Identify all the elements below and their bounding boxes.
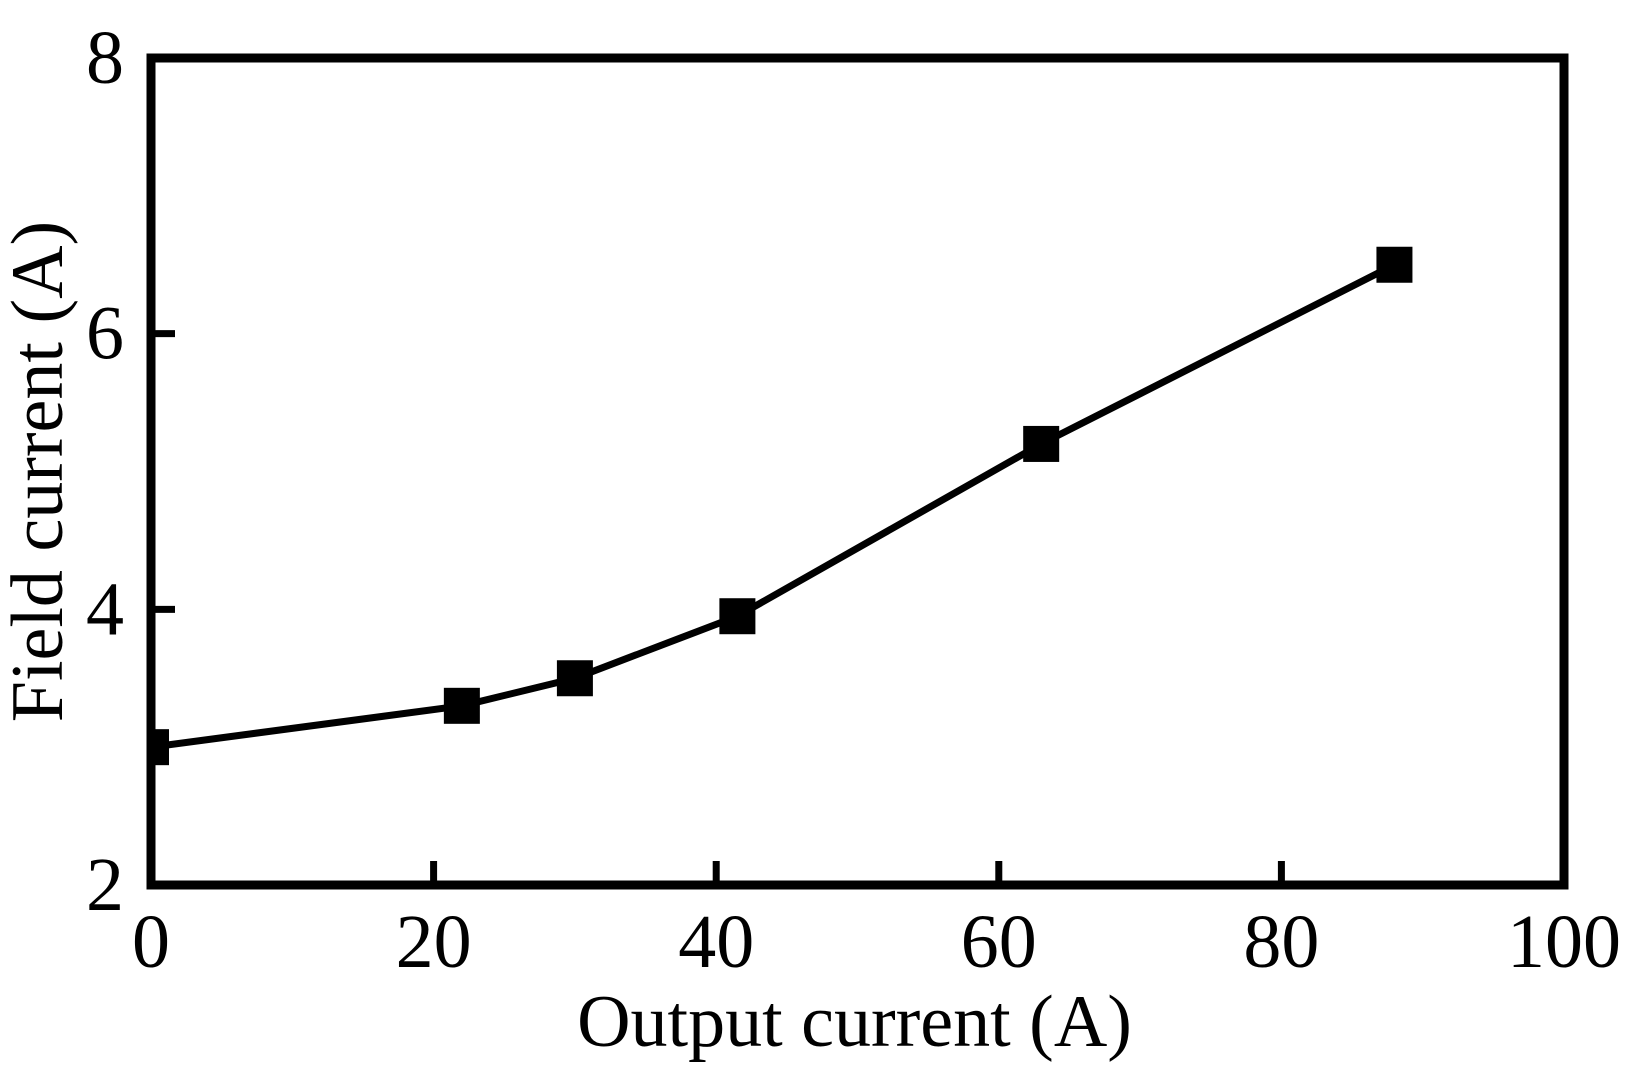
axis-ticks [147,54,1568,889]
y-axis-label: Field current (A) [0,221,79,722]
y-tick-label: 6 [86,292,124,376]
y-tick-label: 2 [86,843,124,927]
x-tick-label: 80 [1243,900,1319,984]
x-tick-label: 100 [1507,900,1621,984]
data-series [151,246,1413,766]
data-point-marker [1376,246,1413,283]
y-tick-label: 4 [86,567,124,651]
x-axis-label: Output current (A) [577,981,1132,1063]
series-line [151,261,1397,751]
data-point-marker [1023,425,1060,462]
data-point-marker [556,660,593,697]
x-tick-label: 0 [132,900,170,984]
y-tick-label: 8 [86,16,124,100]
x-tick-label: 60 [961,900,1037,984]
data-point-marker [443,687,480,724]
tick-labels: 0 20 40 60 80 100 2 4 6 8 [86,16,1621,984]
plot-frame [146,53,1569,890]
x-tick-label: 20 [396,900,472,984]
data-point-marker [719,598,756,635]
x-tick-label: 40 [678,900,754,984]
